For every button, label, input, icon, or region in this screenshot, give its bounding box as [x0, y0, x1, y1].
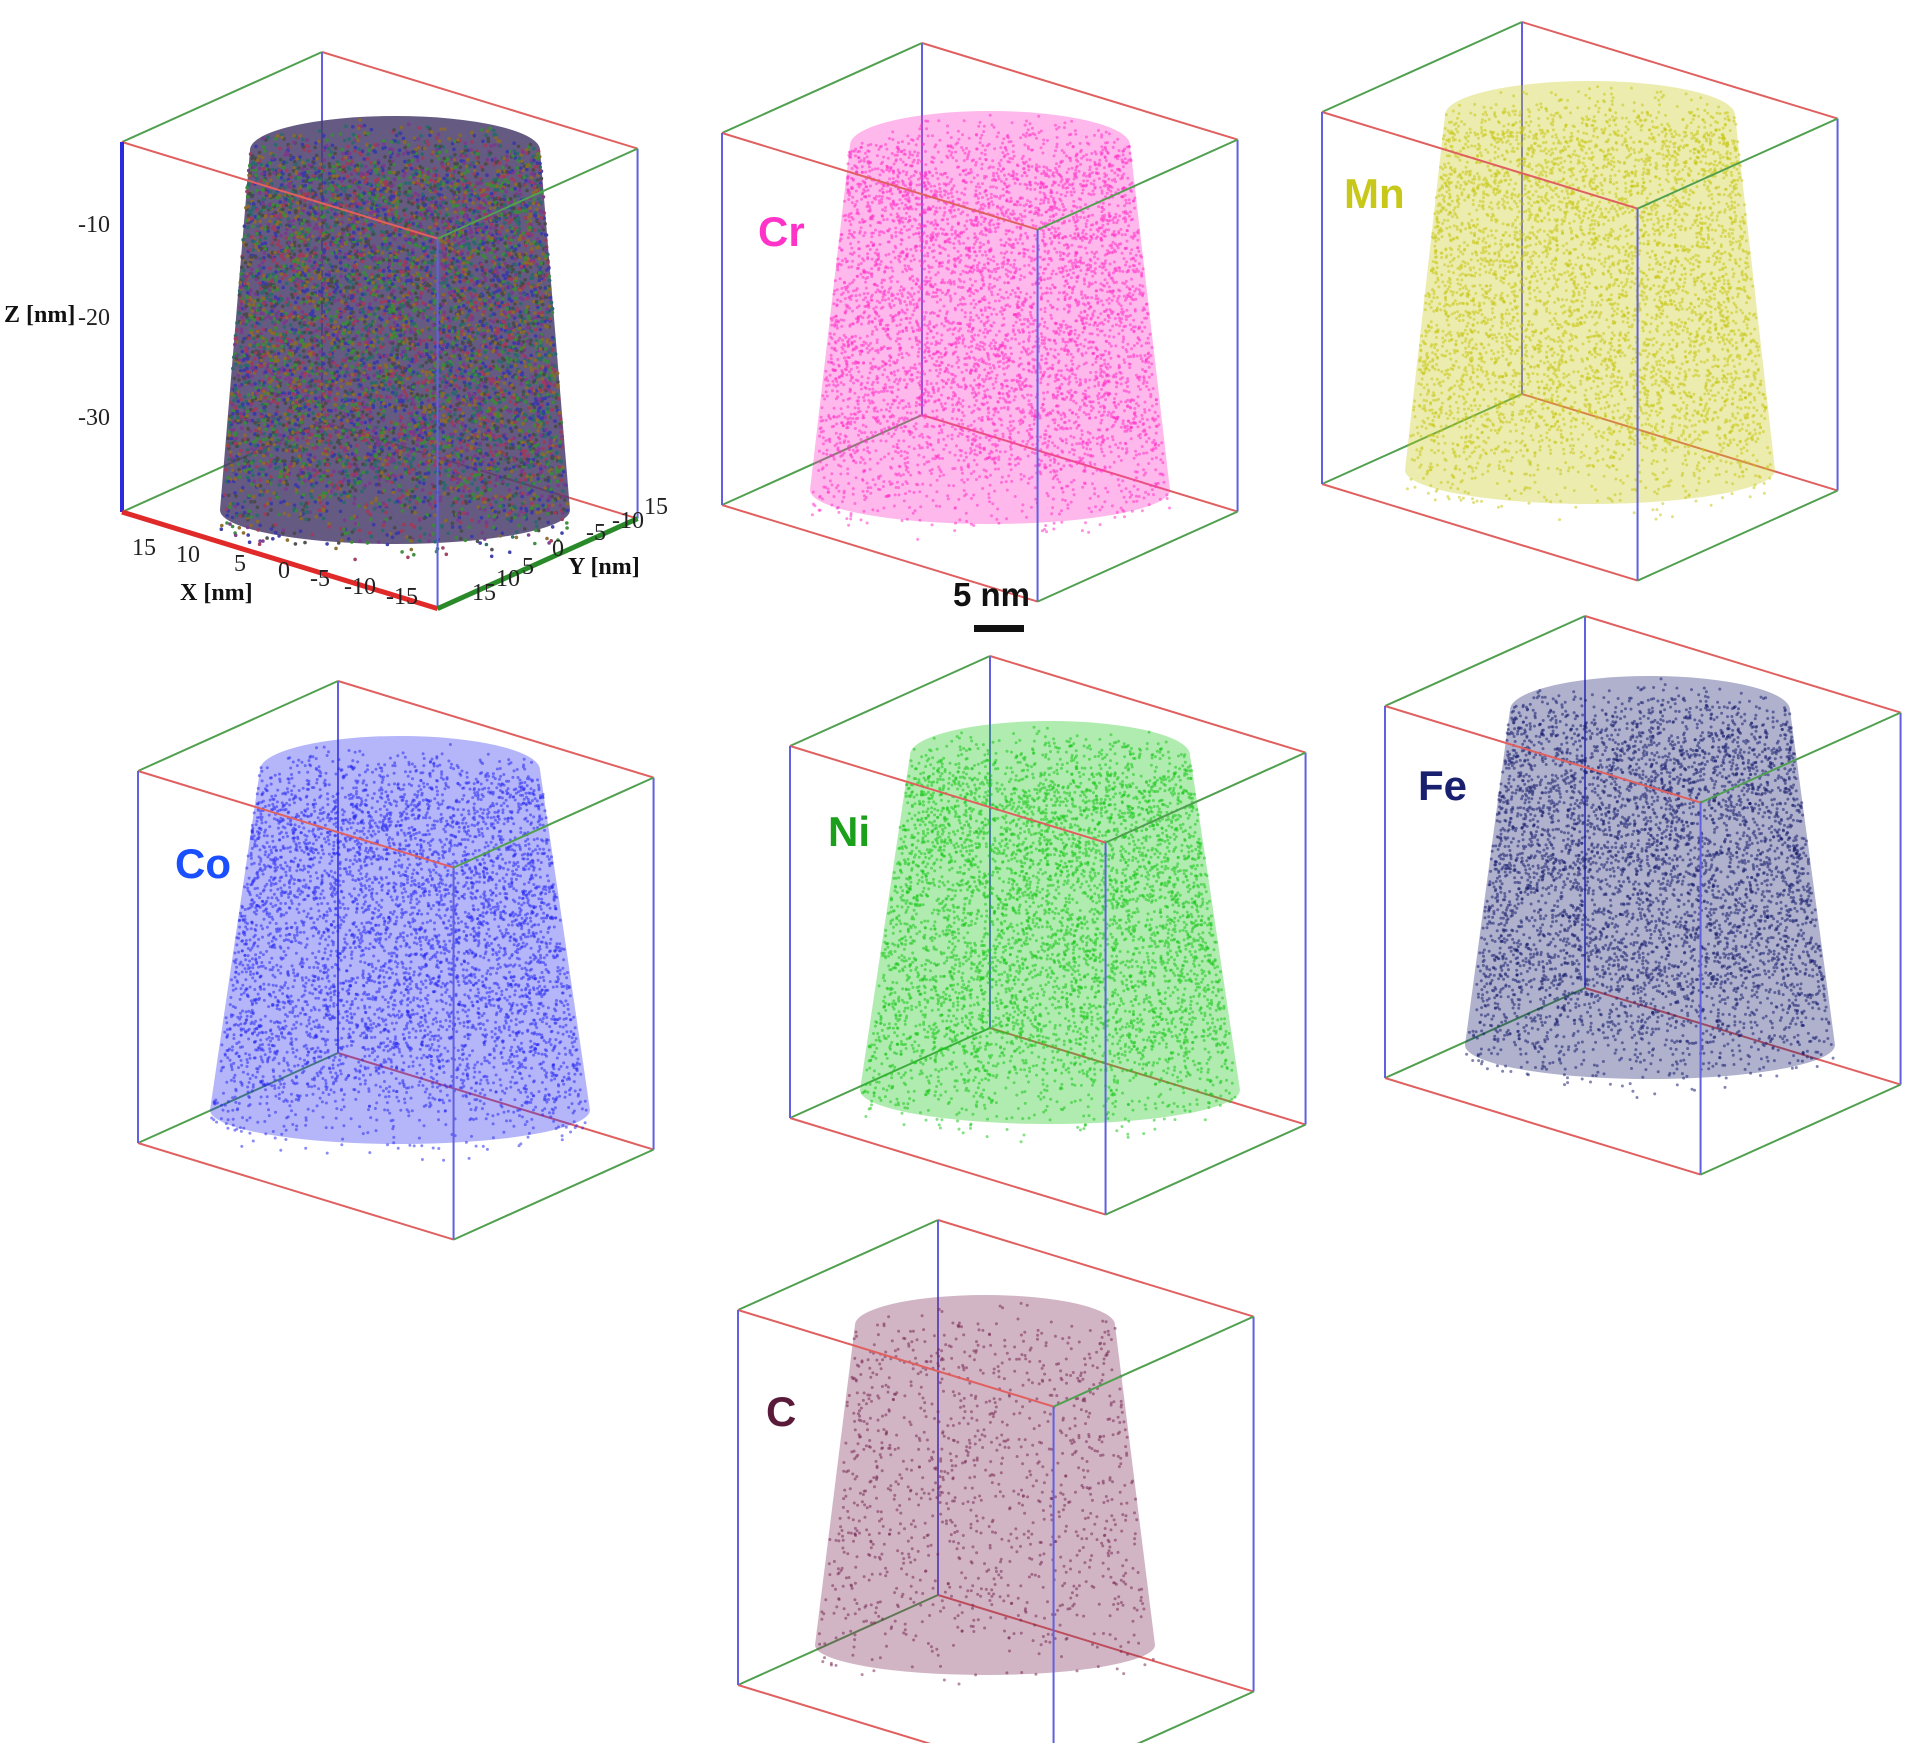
box-edge: [1106, 1125, 1306, 1215]
z-axis-title: Z [nm]: [4, 302, 75, 328]
y-tick-3: 5: [522, 554, 534, 580]
box-edge: [1638, 491, 1838, 581]
x-tick-1: 15: [132, 535, 156, 561]
atom-cloud-fe: [1465, 676, 1835, 1099]
x-tick-7: -15: [386, 584, 418, 610]
box-edge: [1385, 1078, 1701, 1175]
element-label-ni: Ni: [828, 808, 870, 855]
z-tick-1: -10: [78, 212, 110, 238]
element-label-cr: Cr: [758, 208, 805, 255]
cylinder-body: [1405, 81, 1775, 504]
x-tick-2: 10: [176, 542, 200, 568]
box-edge: [738, 1685, 1054, 1743]
panel-fe: Fe: [1385, 616, 1901, 1175]
element-label-co: Co: [175, 840, 231, 887]
x-axis-title: X [nm]: [180, 580, 253, 606]
box-edge: [454, 1150, 654, 1240]
box-edge: [738, 1220, 938, 1310]
box-edge: [790, 1118, 1106, 1215]
element-label-mn: Mn: [1344, 170, 1405, 217]
box-edge: [1701, 1085, 1901, 1175]
z-tick-2: -20: [78, 305, 110, 331]
x-tick-6: -10: [344, 574, 376, 600]
x-tick-3: 5: [234, 551, 246, 577]
box-edge: [1038, 512, 1238, 602]
y-tick-2: 10: [496, 566, 520, 592]
y-tick-4: 0: [552, 536, 564, 562]
y-tick-7: 15: [644, 494, 668, 520]
box-edge: [722, 43, 922, 133]
y-tick-5: -5: [586, 520, 606, 546]
y-axis-title: Y [nm]: [568, 554, 640, 580]
atom-cloud-all: [220, 116, 571, 561]
scale-bar: 5 nm: [953, 576, 1030, 632]
panel-ni: Ni: [790, 656, 1306, 1215]
y-tick-1: 15: [472, 580, 496, 606]
scale-bar-label: 5 nm: [953, 576, 1030, 613]
x-tick-4: 0: [278, 558, 290, 584]
scale-bar-line: [974, 625, 1024, 632]
atom-cloud-co: [210, 736, 590, 1162]
panel-mn: Mn: [1322, 22, 1838, 581]
panel-c: C: [738, 1220, 1254, 1743]
atom-cloud-c: [815, 1295, 1155, 1686]
element-label-c: C: [766, 1388, 796, 1435]
panel-cr: Cr: [722, 43, 1238, 602]
x-tick-5: -5: [310, 566, 330, 592]
atom-cloud-mn: [1405, 81, 1775, 521]
element-label-fe: Fe: [1418, 762, 1467, 809]
z-tick-3: -30: [78, 405, 110, 431]
panel-all-elements: [122, 52, 638, 609]
y-tick-6: -10: [612, 508, 644, 534]
panel-co: Co: [138, 681, 654, 1240]
box-edge: [138, 1143, 454, 1240]
box-edge: [1054, 1692, 1254, 1743]
cylinder-body: [815, 1295, 1155, 1675]
